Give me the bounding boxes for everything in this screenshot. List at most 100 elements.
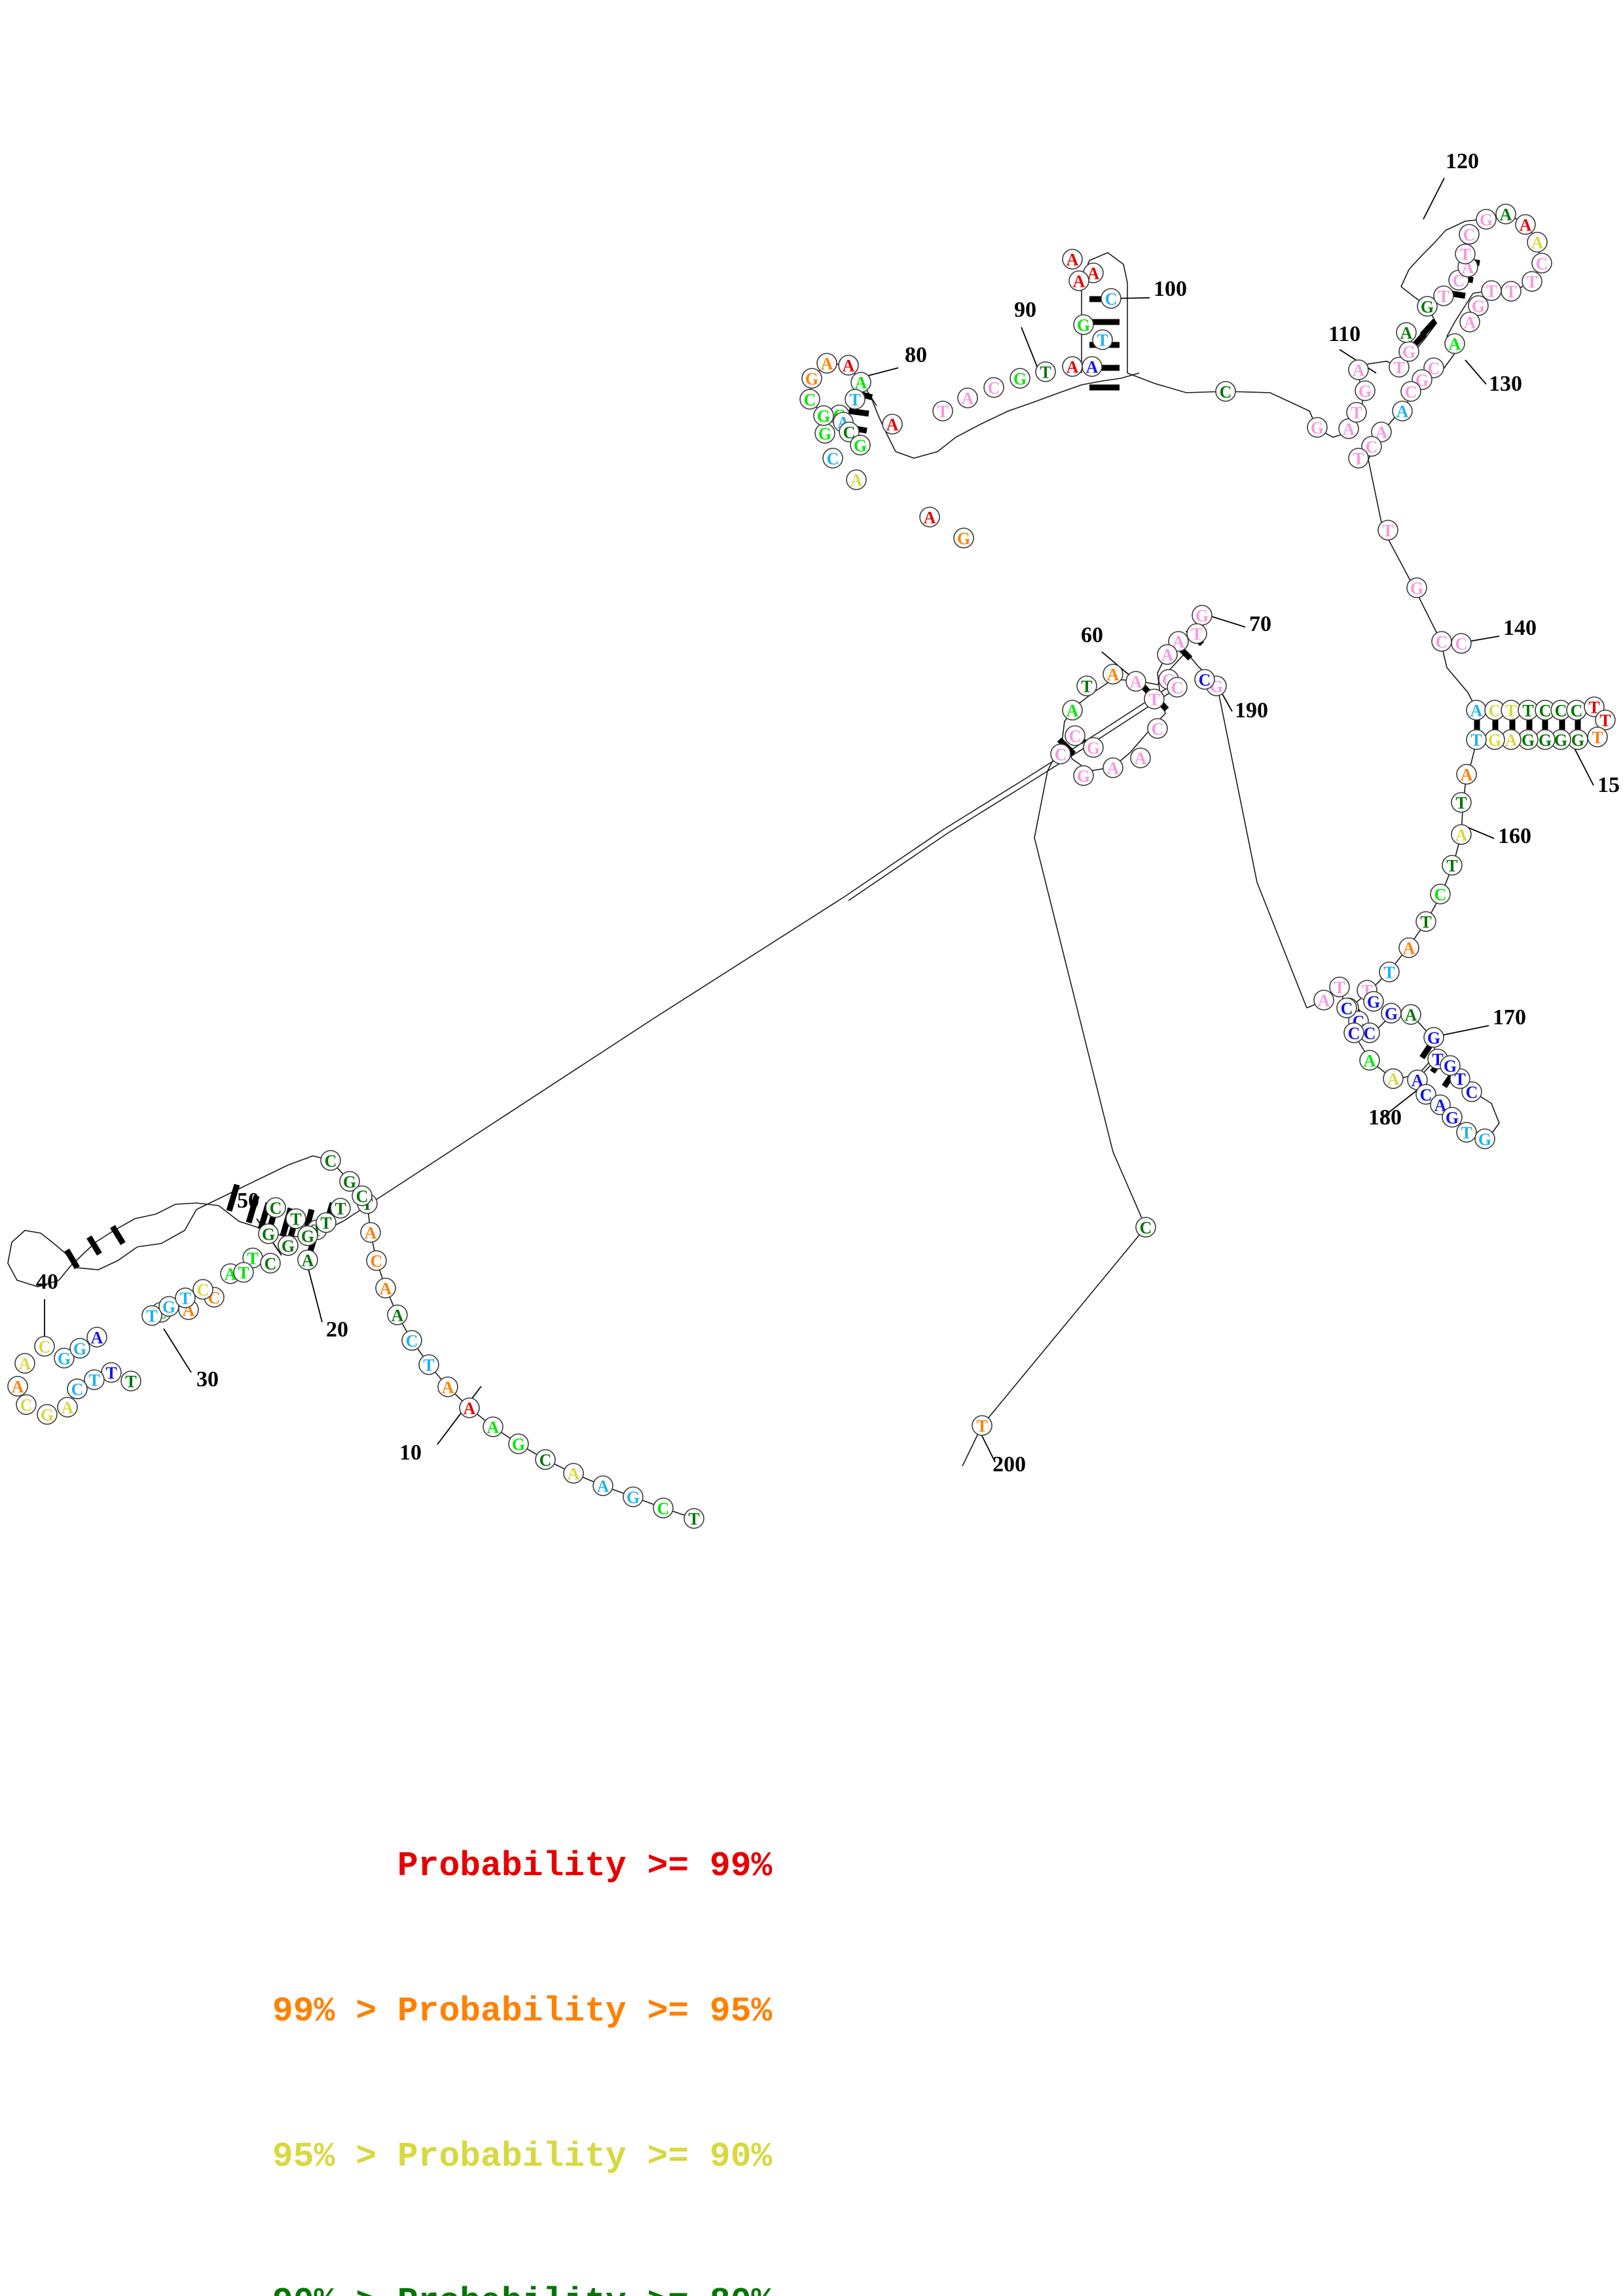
nucleotide-38: A — [7, 1376, 28, 1397]
nucleotide-circle — [57, 1397, 78, 1418]
nucleotide-letter: C — [1555, 702, 1567, 721]
nucleotide-circle — [1515, 214, 1536, 235]
nucleotide-letter: A — [1434, 1096, 1447, 1115]
nucleotide-59: A — [1062, 700, 1083, 721]
nucleotide-circle — [1455, 243, 1476, 264]
nucleotide-letter: C — [1055, 745, 1067, 764]
nucleotide-137: T — [1377, 520, 1398, 541]
nucleotide-49: T — [233, 1262, 254, 1283]
position-leader-line — [437, 1386, 482, 1445]
nucleotide-circle — [1144, 689, 1165, 709]
nucleotide-circle — [1466, 729, 1487, 750]
nucleotide-146: C — [1550, 700, 1571, 721]
nucleotide-106: A — [1338, 418, 1359, 439]
nucleotide-160: A — [1451, 824, 1472, 845]
nucleotide-158: A — [1456, 764, 1477, 785]
nucleotide-circle — [297, 1225, 318, 1246]
nucleotide-circle — [953, 528, 974, 548]
nucleotide-circle — [1476, 209, 1497, 230]
nucleotide-circle — [1383, 1068, 1404, 1089]
position-leader-line — [1437, 1025, 1489, 1037]
nucleotide-circle — [1329, 977, 1350, 997]
nucleotide-circle — [1194, 669, 1215, 690]
nucleotide-23: T — [285, 1208, 306, 1229]
nucleotide-98: T — [1092, 329, 1113, 350]
nucleotide-circle — [14, 1353, 35, 1374]
nucleotide-letter: C — [1463, 226, 1476, 245]
nucleotide-letter: A — [392, 1306, 404, 1325]
nucleotide-letter: C — [264, 1255, 277, 1274]
legend-left-1: 99% > — [272, 1992, 397, 2031]
nucleotide-100: C — [1101, 288, 1122, 309]
nucleotide-184: A — [1383, 1068, 1404, 1089]
legend-left-2: 95% > — [272, 2137, 397, 2176]
nucleotide-letter: A — [365, 1224, 377, 1243]
nucleotide-circle — [1068, 270, 1089, 291]
nucleotide-39: C — [16, 1394, 37, 1415]
nucleotide-132: C — [1400, 381, 1421, 402]
nucleotide-letter: C — [1428, 359, 1440, 378]
nucleotide-circle — [1103, 757, 1123, 778]
nucleotide-letter: G — [1077, 316, 1090, 335]
nucleotide-circle — [1035, 361, 1056, 382]
nucleotide-63: G — [1083, 737, 1104, 758]
nucleotide-letter: A — [1353, 361, 1365, 380]
nucleotide-letter: A — [1161, 646, 1174, 665]
nucleotide-letter: G — [1472, 297, 1485, 316]
nucleotide-letter: A — [1520, 216, 1532, 235]
nucleotide-letter: A — [1107, 759, 1120, 778]
nucleotide-178: G — [1442, 1107, 1463, 1128]
nucleotide-letter: G — [1427, 1029, 1440, 1048]
position-leader-line — [1465, 359, 1487, 385]
nucleotide-letter: T — [335, 1200, 346, 1219]
nucleotide-letter: T — [1393, 359, 1404, 378]
nucleotide-99: G — [1073, 314, 1094, 335]
nucleotide-112: A — [1396, 322, 1417, 343]
nucleotide-circle — [265, 1197, 286, 1218]
nucleotide-47: T — [175, 1287, 196, 1308]
nucleotide-letter: T — [1470, 731, 1482, 750]
nucleotide-letter: C — [356, 1187, 369, 1206]
nucleotide-102: A — [1062, 249, 1083, 270]
nucleotide-letter: A — [1173, 633, 1185, 652]
nucleotide-letter: A — [12, 1378, 24, 1397]
nucleotide-letter: C — [843, 423, 856, 442]
nucleotide-circle — [1451, 792, 1472, 813]
nucleotide-circle — [258, 1223, 279, 1244]
nucleotide-letter: T — [146, 1307, 157, 1326]
nucleotide-letter: G — [1539, 731, 1552, 750]
nucleotide-letter: A — [886, 416, 899, 435]
nucleotide-letter: C — [988, 379, 1000, 398]
nucleotide-circle — [1336, 997, 1357, 1018]
nucleotide-10: A — [437, 1376, 458, 1397]
nucleotide-circle — [822, 448, 843, 469]
nucleotide-letter: C — [371, 1252, 383, 1271]
nucleotide-letter: C — [657, 1499, 670, 1518]
nucleotide-134: A — [1371, 422, 1392, 442]
nucleotide-9: A — [459, 1397, 480, 1418]
nucleotide-187: C — [1336, 997, 1357, 1018]
nucleotide-letter: T — [238, 1264, 249, 1283]
nucleotide-135: C — [1361, 436, 1382, 457]
nucleotide-173: G — [1423, 1027, 1444, 1048]
nucleotide-circle — [1595, 709, 1616, 730]
nucleotide-133: A — [1392, 401, 1413, 422]
nucleotide-letter: A — [843, 357, 855, 376]
nucleotide-letter: A — [1067, 358, 1079, 377]
legend-row: 99% > Probability >= 95% — [0, 1939, 1623, 2084]
nucleotide-letter: T — [849, 391, 860, 410]
nucleotide-letter: A — [380, 1280, 392, 1299]
nucleotide-56: A — [1125, 671, 1146, 692]
nucleotide-letter: T — [1040, 363, 1051, 382]
nucleotide-circle — [1415, 911, 1436, 932]
nucleotide-letter: G — [854, 437, 867, 456]
nucleotide-126: T — [1481, 280, 1502, 301]
nucleotide-36: C — [34, 1336, 55, 1357]
nucleotide-117: T — [1455, 243, 1476, 264]
nucleotide-letter: G — [73, 1340, 86, 1359]
legend-text-0: Probability >= 99% — [397, 1846, 773, 1886]
nucleotide-140: C — [1451, 633, 1472, 654]
nucleotide-61: C — [1050, 744, 1071, 764]
nucleotide-31: T — [120, 1371, 141, 1391]
nucleotide-circle — [801, 368, 822, 389]
